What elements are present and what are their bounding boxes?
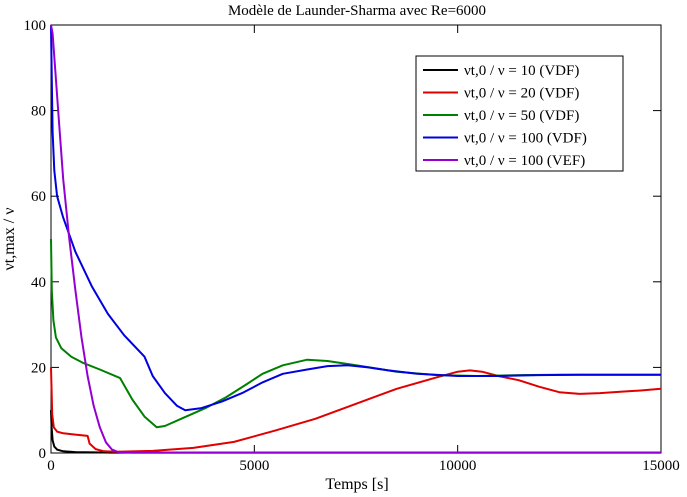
series-group — [50, 24, 662, 454]
series-line-5 — [50, 24, 661, 454]
legend-label-5: νt,0 / ν = 100 (VEF) — [464, 153, 585, 169]
y-tick-label: 0 — [39, 446, 47, 462]
y-tick-label: 100 — [24, 18, 47, 34]
series-line-3 — [50, 238, 661, 429]
y-tick-label: 40 — [31, 275, 46, 291]
y-tick-label: 80 — [31, 104, 46, 120]
series-line-1 — [50, 410, 661, 454]
legend-label-2: νt,0 / ν = 20 (VDF) — [464, 86, 579, 102]
y-tick-label: 60 — [31, 189, 46, 205]
x-axis-label: Temps [s] — [325, 476, 388, 493]
chart-title: Modèle de Launder-Sharma avec Re=6000 — [228, 3, 486, 19]
x-tick-label: 10000 — [439, 458, 477, 474]
legend-box — [415, 55, 624, 172]
legend-label-3: νt,0 / ν = 50 (VDF) — [464, 108, 579, 124]
x-tick-label: 5000 — [239, 458, 269, 474]
y-tick-label: 20 — [31, 360, 46, 376]
x-tick-label: 0 — [47, 458, 55, 474]
axis-ticks: 0 5000 10000 15000 0 20 40 60 80 100 — [24, 18, 680, 474]
legend-label-4: νt,0 / ν = 100 (VDF) — [464, 131, 587, 147]
x-tick-label: 15000 — [642, 458, 680, 474]
legend-label-1: νt,0 / ν = 10 (VDF) — [464, 63, 579, 79]
series-line-4 — [50, 24, 661, 412]
legend: νt,0 / ν = 10 (VDF) νt,0 / ν = 20 (VDF) νt… — [415, 55, 624, 172]
series-line-2 — [50, 367, 662, 453]
y-axis-label: νt,max / ν — [1, 208, 18, 271]
